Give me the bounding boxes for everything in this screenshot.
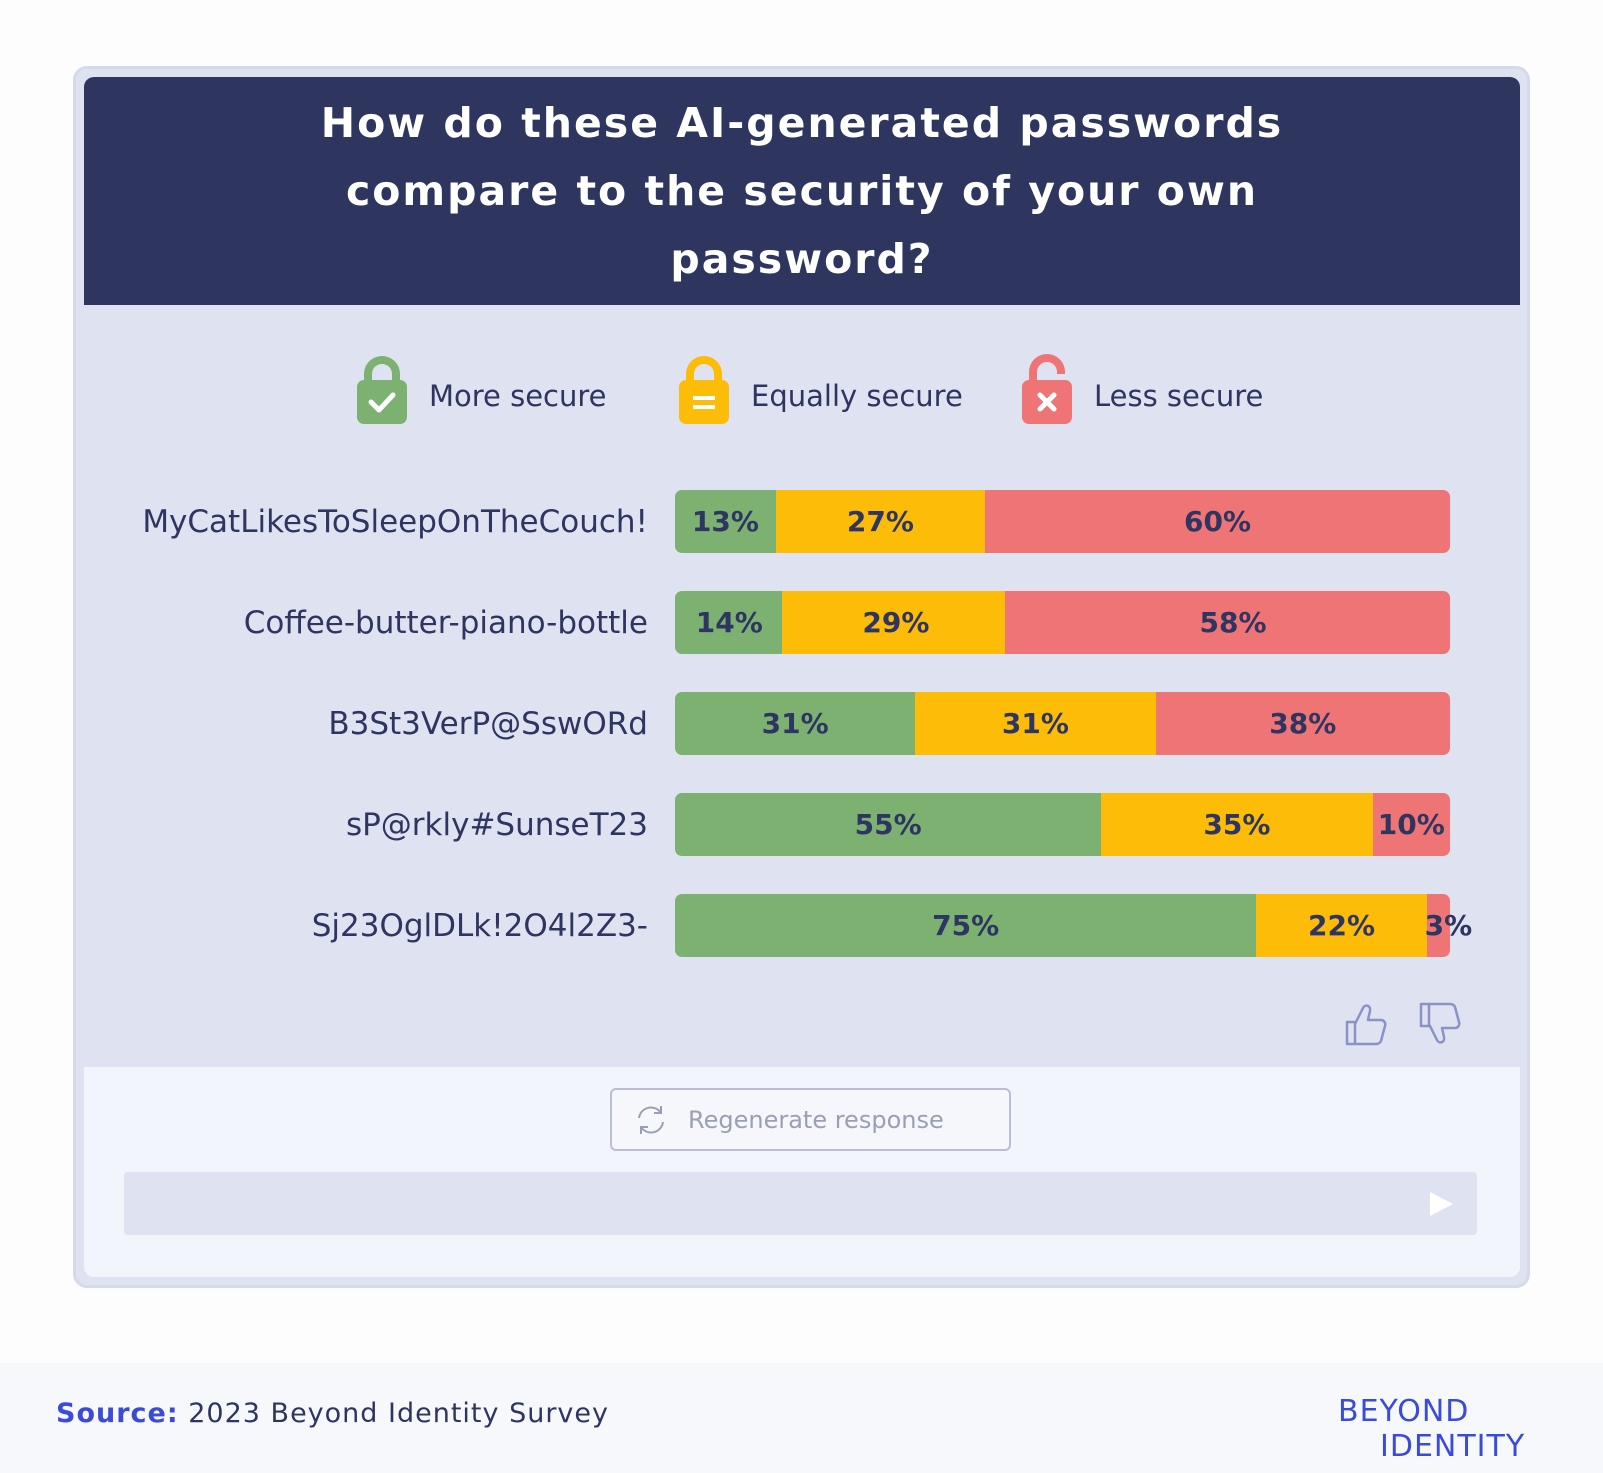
regenerate-button[interactable]: Regenerate response xyxy=(610,1088,1011,1151)
legend-item-more-secure: More secure xyxy=(355,350,607,430)
footer-strip xyxy=(0,1363,1603,1473)
legend: More secure Equally secure Less secure xyxy=(0,350,1603,430)
regenerate-label: Regenerate response xyxy=(688,1105,944,1134)
send-icon[interactable] xyxy=(1427,1190,1455,1218)
thumbs-down-icon[interactable] xyxy=(1417,1000,1461,1048)
locked-check-icon xyxy=(357,356,407,424)
source-note: Source: 2023 Beyond Identity Survey xyxy=(56,1398,609,1429)
legend-label: Equally secure xyxy=(751,379,963,413)
logo-line1: BEYOND xyxy=(1338,1394,1469,1429)
message-input[interactable] xyxy=(124,1172,1477,1235)
legend-label: More secure xyxy=(429,379,607,413)
legend-label: Less secure xyxy=(1094,379,1264,413)
legend-item-equally-secure: Equally secure xyxy=(677,350,963,430)
beyond-identity-logo: BEYOND IDENTITY xyxy=(1338,1394,1525,1460)
chart-header: How do these AI-generated passwords comp… xyxy=(84,77,1520,305)
source-text: 2023 Beyond Identity Survey xyxy=(188,1398,609,1429)
legend-item-less-secure: Less secure xyxy=(1020,350,1263,430)
unlocked-x-icon xyxy=(1022,354,1072,424)
chart-title: How do these AI-generated passwords comp… xyxy=(320,99,1284,283)
locked-equal-icon xyxy=(679,356,729,424)
thumbs-up-icon[interactable] xyxy=(1343,1000,1387,1048)
logo-line2: IDENTITY xyxy=(1380,1429,1525,1460)
source-key: Source: xyxy=(56,1398,179,1429)
refresh-icon xyxy=(638,1105,664,1134)
